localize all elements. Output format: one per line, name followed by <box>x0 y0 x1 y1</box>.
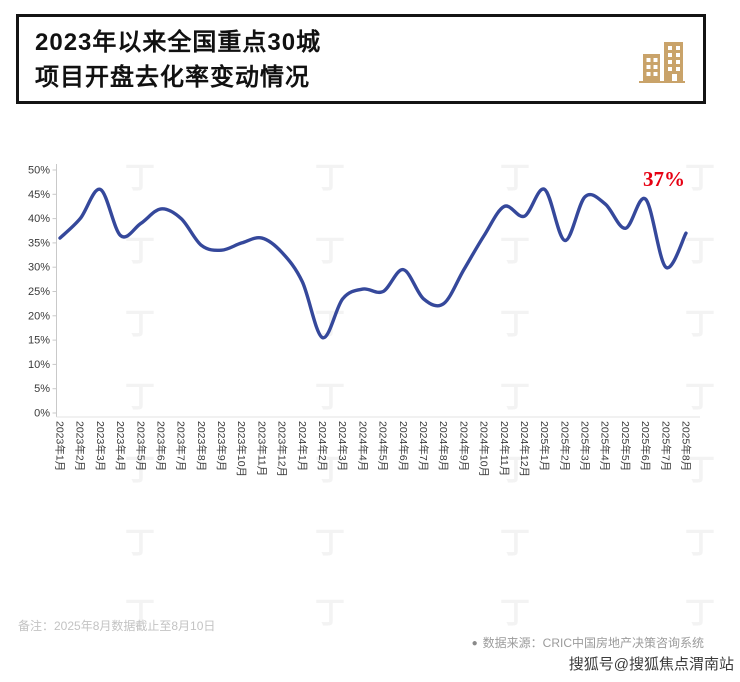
x-axis-label: 2023年2月 <box>74 421 87 471</box>
data-source: ● 数据来源：CRIC中国房地产决策咨询系统 <box>472 634 704 651</box>
x-axis-label: 2025年4月 <box>599 421 612 471</box>
x-axis-label: 2024年10月 <box>478 421 491 477</box>
page-title-line2: 项目开盘去化率变动情况 <box>35 63 310 91</box>
x-axis-label: 2025年7月 <box>659 421 672 471</box>
trend-line <box>58 187 688 340</box>
y-axis-label: 35% <box>28 237 50 249</box>
x-axis-label: 2023年12月 <box>276 421 289 477</box>
buildings-icon <box>639 42 685 83</box>
x-axis-label: 2024年9月 <box>457 421 470 471</box>
x-axis-label: 2023年9月 <box>215 421 228 471</box>
y-axis-label: 50% <box>28 165 50 177</box>
bullet-icon: ● <box>471 638 478 649</box>
y-axis-label: 10% <box>28 359 50 371</box>
y-axis-label: 40% <box>28 213 50 225</box>
x-axis-label: 2023年4月 <box>114 421 127 471</box>
x-axis-label: 2025年2月 <box>558 421 571 471</box>
y-axis-label: 45% <box>28 189 50 201</box>
title-box: 2023年以来全国重点30城 项目开盘去化率变动情况 <box>16 14 706 104</box>
y-axis-label: 5% <box>34 383 50 395</box>
x-axis-label: 2024年1月 <box>296 421 309 471</box>
x-axis-label: 2024年2月 <box>316 421 329 471</box>
x-axis-label: 2025年6月 <box>639 421 652 471</box>
x-axis-label: 2024年4月 <box>356 421 369 471</box>
data-source-text: 数据来源：CRIC中国房地产决策咨询系统 <box>482 636 704 650</box>
y-axis-label: 25% <box>28 286 50 298</box>
page-title-line1: 2023年以来全国重点30城 <box>35 29 322 56</box>
x-axis-label: 2024年7月 <box>417 421 430 471</box>
x-axis-label: 2023年8月 <box>195 421 208 471</box>
x-axis-label: 2025年1月 <box>538 421 551 471</box>
x-axis-label: 2023年7月 <box>175 421 188 471</box>
y-axis-label: 0% <box>34 408 50 420</box>
latest-value-label: 37% <box>643 167 685 191</box>
footnote: 备注：2025年8月数据截止至8月10日 <box>18 619 216 633</box>
x-axis-label: 2024年8月 <box>437 421 450 471</box>
x-axis-label: 2023年10月 <box>235 421 248 477</box>
x-axis-label: 2024年12月 <box>518 421 531 477</box>
x-axis-label: 2023年5月 <box>134 421 147 471</box>
x-axis-label: 2023年3月 <box>94 421 107 471</box>
x-axis-label: 2025年5月 <box>619 421 632 471</box>
y-axis-label: 15% <box>28 335 50 347</box>
x-axis-label: 2024年6月 <box>397 421 410 471</box>
x-axis-label: 2024年5月 <box>377 421 390 471</box>
x-axis-label: 2024年3月 <box>336 421 349 471</box>
sohu-watermark: 搜狐号@搜狐焦点渭南站 <box>568 656 734 673</box>
x-axis-label: 2023年6月 <box>154 421 167 471</box>
y-axis-label: 30% <box>28 262 50 274</box>
x-axis-label: 2025年3月 <box>579 421 592 471</box>
y-axis-label: 20% <box>28 310 50 322</box>
x-axis-label: 2024年11月 <box>498 421 511 476</box>
x-axis-label: 2023年1月 <box>54 421 67 471</box>
x-axis-label: 2025年8月 <box>680 421 693 471</box>
x-axis-label: 2023年11月 <box>255 421 268 476</box>
